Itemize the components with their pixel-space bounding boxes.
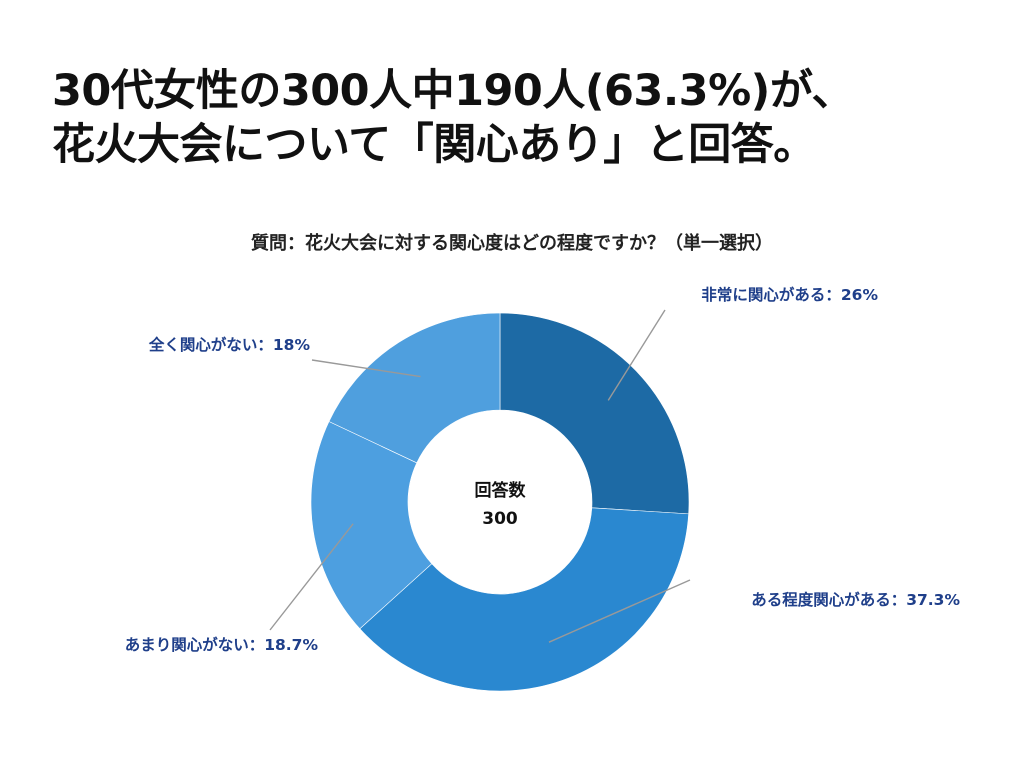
slice-label-2: ある程度関心がある：37.3% [751, 590, 960, 609]
donut-slice-1 [499, 312, 690, 515]
leader-lines [269, 309, 691, 643]
center-label: 回答数 [475, 480, 527, 501]
headline-line-2: 花火大会について「関心あり」と回答。 [52, 120, 816, 170]
headline-line-1: 30代女性の300人中190人(63.3%)が、 [52, 66, 854, 116]
leader-line-1 [607, 309, 666, 401]
headline: 30代女性の300人中190人(63.3%)が、 花火大会について「関心あり」と… [52, 64, 992, 172]
slice-labels: 非常に関心がある：26% ある程度関心がある：37.3% あまり関心がない：18.7… [125, 285, 961, 654]
donut-slices [310, 312, 690, 692]
survey-question: 質問：花火大会に対する関心度はどの程度ですか？（単一選択） [251, 233, 773, 254]
leader-line-4 [311, 359, 421, 378]
leader-line-2 [548, 579, 691, 643]
donut-slice-3 [310, 421, 433, 630]
donut-slice-2 [359, 507, 689, 692]
slice-label-4: 全く関心がない：18% [148, 335, 311, 354]
center-value: 300 [482, 509, 518, 529]
leader-line-3 [269, 523, 354, 631]
slice-label-3: あまり関心がない：18.7% [125, 635, 319, 654]
donut-slice-4 [328, 312, 501, 464]
slice-label-1: 非常に関心がある：26% [701, 285, 878, 304]
